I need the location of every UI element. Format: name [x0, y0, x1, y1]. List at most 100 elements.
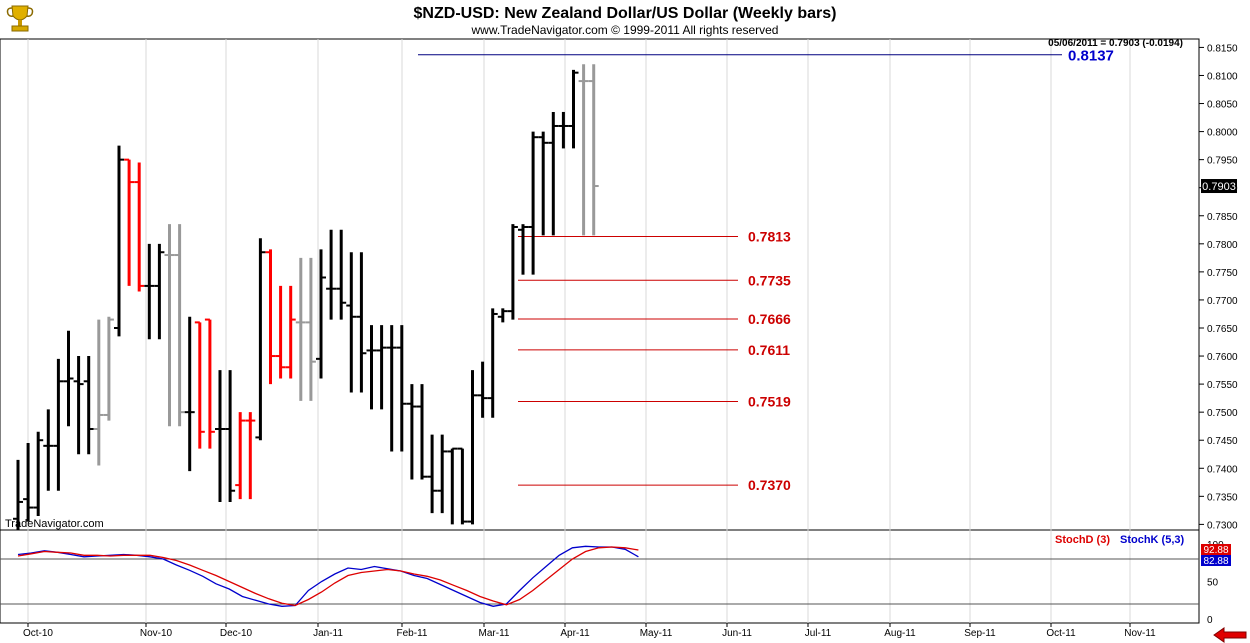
date-tick-label: Aug-11 [884, 628, 916, 639]
date-axis: Oct-10 Nov-10 Dec-10 Jan-11 Feb-11 Mar-11 Apr-… [23, 623, 1156, 639]
ohlc-bar [457, 447, 468, 525]
date-tick-label: Jun-11 [722, 628, 752, 639]
ohlc-bar [164, 224, 175, 427]
ohlc-bar [558, 111, 569, 149]
ohlc-bar [235, 412, 246, 500]
date-tick-label: Oct-11 [1046, 628, 1076, 639]
ohlc-bar [326, 229, 337, 320]
stoch-tick-label: 50 [1207, 578, 1219, 589]
ohlc-bar [154, 243, 165, 340]
ohlc-bar [174, 224, 185, 427]
ohlc-bar [114, 145, 124, 337]
ohlc-bar [43, 409, 54, 491]
ohlc-bar [295, 257, 306, 401]
fib-level-label: 0.7666 [748, 311, 791, 327]
ohlc-bar [447, 447, 458, 525]
date-tick-label: Oct-10 [23, 628, 53, 639]
ohlc-bar [215, 370, 225, 502]
fib-level-label: 0.7611 [748, 342, 790, 358]
ohlc-bar [568, 69, 579, 149]
stochastic-lines [0, 545, 1199, 607]
ohlc-bar [144, 243, 155, 340]
ohlc-bar [417, 384, 427, 480]
ohlc-bar [497, 308, 508, 323]
date-tick-label: Jan-11 [313, 628, 343, 639]
ohlc-bar [548, 111, 559, 236]
stochk-line [17, 545, 639, 607]
stoch-tick-label: 0 [1207, 615, 1213, 626]
ohlc-bar [93, 319, 104, 466]
fib-level-label: 0.7519 [748, 393, 791, 409]
price-tick-label: 0.7300 [1207, 520, 1238, 531]
price-tick-label: 0.8000 [1207, 128, 1238, 139]
ohlc-bar [406, 384, 417, 480]
price-tick-label: 0.7550 [1207, 380, 1238, 391]
fib-level-label: 0.7813 [748, 229, 791, 245]
fib-level-label: 0.7370 [748, 477, 791, 493]
ohlc-bar [13, 459, 23, 530]
stoch-value-markers: 92.88 82.88 [1201, 544, 1231, 567]
ohlc-bar [437, 434, 448, 514]
ohlc-bar [396, 325, 407, 452]
ohlc-bar [124, 158, 135, 286]
stochd-value: 92.88 [1203, 545, 1228, 556]
price-tick-label: 0.7450 [1207, 436, 1238, 447]
stochd-legend: StochD (3) [1055, 534, 1110, 546]
ohlc-bar [518, 224, 528, 275]
ohlc-bar [305, 257, 316, 401]
ohlc-bar [73, 356, 84, 455]
date-tick-label: May-11 [640, 628, 673, 639]
ohlc-bar [285, 285, 296, 379]
ohlc-bar [225, 370, 236, 502]
stochastic-pane [0, 529, 1200, 624]
ohlc-bar [578, 64, 589, 236]
ohlc-bar [487, 308, 498, 418]
price-tick-label: 0.7650 [1207, 324, 1238, 335]
ohlc-bar [376, 325, 387, 410]
date-tick-label: Dec-10 [220, 628, 253, 639]
ohlc-bar [103, 316, 114, 421]
ohlc-bar [255, 238, 266, 441]
ohlc-bar [316, 249, 326, 379]
date-tick-label: Nov-10 [140, 628, 173, 639]
arrow-left-icon[interactable] [1213, 627, 1247, 643]
ohlc-bar [63, 330, 74, 427]
price-tick-label: 0.7600 [1207, 352, 1238, 363]
chart-title: $NZD-USD: New Zealand Dollar/US Dollar (… [414, 5, 837, 22]
fibonacci-levels: 0.7813 0.7735 0.7666 0.7611 0.7519 0.7370 [518, 229, 791, 493]
price-bars [13, 64, 599, 530]
ohlc-bar [265, 249, 276, 385]
ohlc-bar [507, 224, 518, 320]
ohlc-bar [346, 252, 357, 393]
copyright-line: www.TradeNavigator.com © 1999-2011 All r… [471, 23, 779, 37]
fib-level-label: 0.7735 [748, 272, 791, 288]
ohlc-bar [83, 356, 94, 455]
grid-lines [27, 39, 1131, 623]
price-tick-label: 0.7350 [1207, 492, 1238, 503]
ohlc-bar [528, 131, 539, 275]
last-price-value: 0.7903 [1202, 181, 1236, 193]
ohlc-bar [467, 370, 478, 525]
date-tick-label: Apr-11 [560, 628, 590, 639]
price-tick-label: 0.7400 [1207, 464, 1238, 475]
price-tick-label: 0.7850 [1207, 212, 1238, 223]
last-price-marker: 0.7903 [1201, 179, 1237, 194]
date-tick-label: Jul-11 [805, 628, 832, 639]
ohlc-bar [386, 325, 397, 452]
stochd-line [17, 546, 639, 607]
price-tick-label: 0.8050 [1207, 100, 1238, 111]
ohlc-bar [336, 229, 347, 320]
ohlc-bar [275, 285, 286, 379]
ohlc-bar [356, 252, 367, 393]
date-tick-label: Sep-11 [964, 628, 996, 639]
last-value-annotation: 05/06/2011 = 0.7903 (-0.0194) [1048, 38, 1183, 49]
date-tick-label: Feb-11 [397, 628, 428, 639]
price-tick-label: 0.7500 [1207, 408, 1238, 419]
stochk-legend: StochK (5,3) [1120, 534, 1185, 546]
ohlc-bar [477, 361, 488, 418]
ohlc-bar [245, 412, 256, 500]
ohlc-bar [184, 316, 195, 472]
ohlc-bar [194, 321, 205, 449]
price-tick-label: 0.7700 [1207, 296, 1238, 307]
